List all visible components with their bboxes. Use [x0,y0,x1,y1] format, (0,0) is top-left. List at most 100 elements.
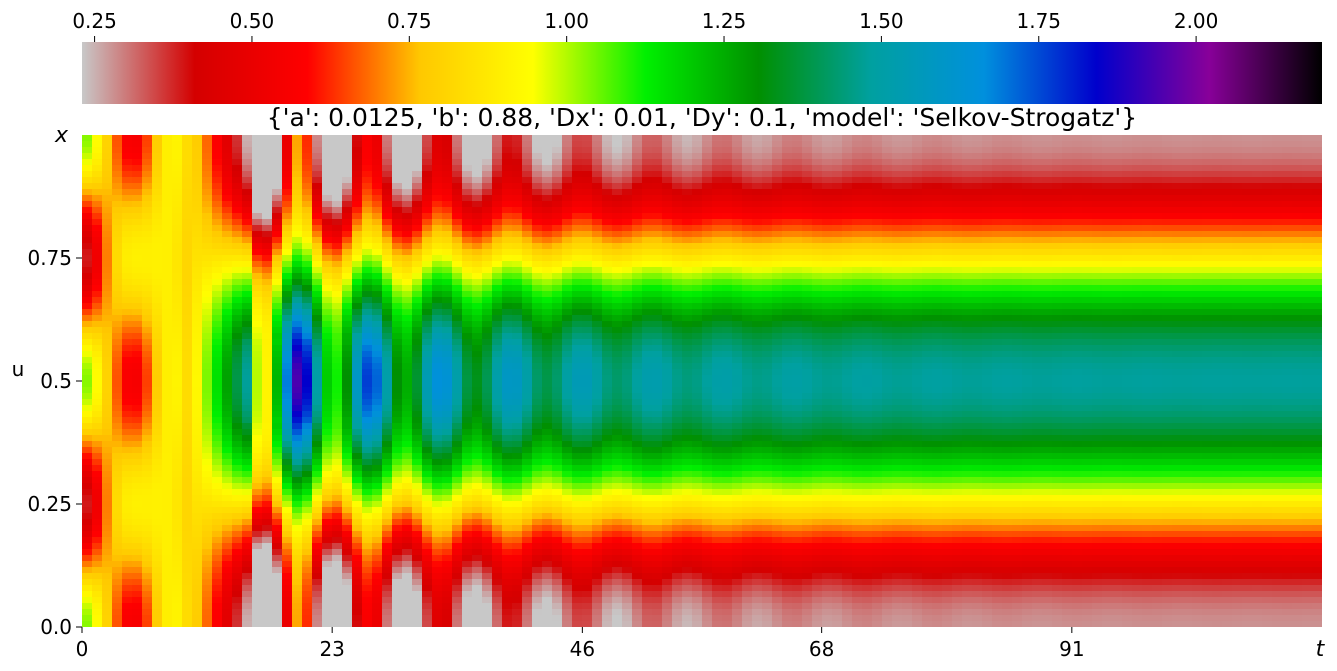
heatmap-cell [382,615,393,622]
heatmap-cell [242,501,253,508]
heatmap-cell [582,483,593,490]
heatmap-cell [402,411,413,418]
heatmap-cell [572,213,583,220]
heatmap-cell [262,255,273,262]
heatmap-cell [382,375,393,382]
heatmap-cell [532,423,543,430]
heatmap-cell [492,363,503,370]
heatmap-cell [332,339,343,346]
heatmap-cell [452,441,463,448]
heatmap-cell [172,249,183,256]
heatmap-cell [342,327,353,334]
heatmap-cell [152,159,163,166]
heatmap-cell [222,189,233,196]
heatmap-cell [162,255,173,262]
heatmap-cell [592,429,603,436]
heatmap-cell [572,273,583,280]
heatmap-cell [262,339,273,346]
heatmap-cell [272,393,283,400]
heatmap-cell [232,537,243,544]
heatmap-cell [582,465,593,472]
heatmap-cell [162,159,173,166]
heatmap-cell [302,309,313,316]
heatmap-cell [202,603,213,610]
heatmap-cell [282,501,293,508]
heatmap-cell [312,369,323,376]
heatmap-cell [502,171,513,178]
heatmap-cell [672,387,683,394]
heatmap-cell [352,177,363,184]
heatmap-cell [272,513,283,520]
heatmap-cell [242,423,253,430]
heatmap-cell [652,417,663,424]
heatmap-cell [622,369,633,376]
heatmap-cell [462,351,473,358]
heatmap-cell [672,327,683,334]
heatmap-cell [422,561,433,568]
heatmap-cell [402,261,413,268]
heatmap-cell [182,315,193,322]
heatmap-cell [242,315,253,322]
heatmap-cell [182,387,193,394]
heatmap-cell [542,333,553,340]
heatmap-cell [162,351,173,358]
heatmap-cell [82,501,93,508]
heatmap-cell [392,543,403,550]
heatmap-cell [462,561,473,568]
heatmap-cell [632,213,643,220]
heatmap-cell [572,261,583,268]
heatmap-cell [392,321,403,328]
heatmap-cell [282,189,293,196]
heatmap-cell [552,597,563,604]
heatmap-cell [402,315,413,322]
heatmap-cell [312,477,323,484]
heatmap-cell [672,195,683,202]
heatmap-cell [272,321,283,328]
heatmap-cell [662,411,673,418]
heatmap-cell [632,291,643,298]
heatmap-cell [642,219,653,226]
heatmap-cell [272,411,283,418]
heatmap-cell [82,531,93,538]
heatmap-cell [382,333,393,340]
heatmap-cell [282,207,293,214]
heatmap-cell [272,519,283,526]
heatmap-cell [662,345,673,352]
heatmap-cell [642,147,653,154]
heatmap-cell [422,183,433,190]
heatmap-cell [212,297,223,304]
heatmap-cell [582,561,593,568]
heatmap-cell [662,363,673,370]
heatmap-cell [242,369,253,376]
heatmap-cell [332,291,343,298]
heatmap-cell [252,171,263,178]
heatmap-cell [262,387,273,394]
heatmap-cell [622,381,633,388]
heatmap-cell [222,453,233,460]
heatmap-cell [592,561,603,568]
heatmap-cell [672,603,683,610]
heatmap-cell [402,243,413,250]
heatmap-cell [382,501,393,508]
heatmap-cell [272,309,283,316]
heatmap-cell [242,615,253,622]
heatmap-cell [432,579,443,586]
heatmap-cell [672,231,683,238]
heatmap-cell [592,597,603,604]
heatmap-cell [302,321,313,328]
heatmap-cell [432,507,443,514]
heatmap-cell [292,189,303,196]
heatmap-cell [122,507,133,514]
heatmap-cell [602,291,613,298]
heatmap-cell [572,177,583,184]
heatmap-cell [552,297,563,304]
heatmap-cell [482,525,493,532]
heatmap-cell [392,555,403,562]
heatmap-cell [442,387,453,394]
heatmap-cell [352,549,363,556]
heatmap-cell [682,201,693,208]
heatmap-cell [342,177,353,184]
heatmap-cell [492,549,503,556]
heatmap-cell [412,285,423,292]
heatmap-cell [602,465,613,472]
